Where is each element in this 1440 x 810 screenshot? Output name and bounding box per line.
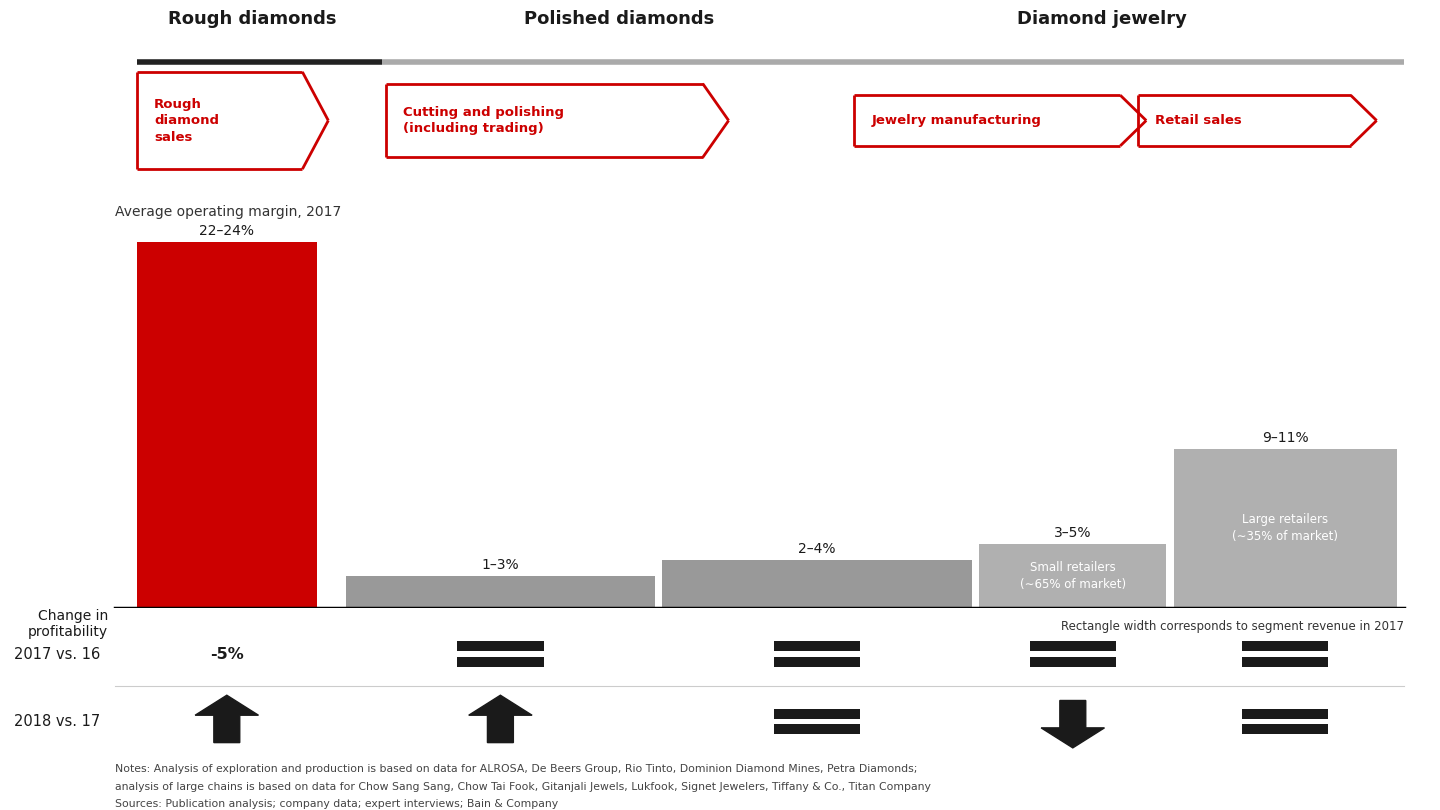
Text: Rough
diamond
sales: Rough diamond sales bbox=[154, 97, 219, 143]
Bar bbox=[1241, 709, 1328, 718]
Text: Notes: Analysis of exploration and production is based on data for ALROSA, De Be: Notes: Analysis of exploration and produ… bbox=[115, 764, 917, 774]
Text: 2017 vs. 16: 2017 vs. 16 bbox=[14, 646, 101, 662]
Text: Rectangle width corresponds to segment revenue in 2017: Rectangle width corresponds to segment r… bbox=[1061, 620, 1404, 633]
Text: 1–3%: 1–3% bbox=[481, 558, 520, 572]
Text: Rough diamonds: Rough diamonds bbox=[167, 10, 337, 28]
Text: Sources: Publication analysis; company data; expert interviews; Bain & Company: Sources: Publication analysis; company d… bbox=[115, 799, 559, 809]
Text: 2–4%: 2–4% bbox=[798, 542, 837, 556]
Text: Retail sales: Retail sales bbox=[1155, 114, 1241, 127]
Bar bbox=[775, 724, 860, 735]
Bar bbox=[1241, 724, 1328, 735]
Bar bbox=[458, 657, 544, 667]
Bar bbox=[1030, 642, 1116, 651]
Text: 2018 vs. 17: 2018 vs. 17 bbox=[14, 714, 101, 729]
Text: -5%: -5% bbox=[210, 646, 243, 662]
Text: Diamond jewelry: Diamond jewelry bbox=[1017, 10, 1187, 28]
Text: Large retailers
(∼35% of market): Large retailers (∼35% of market) bbox=[1233, 513, 1338, 543]
Text: Cutting and polishing
(including trading): Cutting and polishing (including trading… bbox=[403, 106, 564, 135]
Text: 3–5%: 3–5% bbox=[1054, 526, 1092, 540]
Text: analysis of large chains is based on data for Chow Sang Sang, Chow Tai Fook, Git: analysis of large chains is based on dat… bbox=[115, 782, 932, 791]
Bar bbox=[1174, 449, 1397, 608]
Text: 22–24%: 22–24% bbox=[199, 224, 255, 238]
Text: Average operating margin, 2017: Average operating margin, 2017 bbox=[115, 205, 341, 219]
Text: 9–11%: 9–11% bbox=[1261, 431, 1309, 445]
FancyArrow shape bbox=[196, 695, 259, 743]
Text: Small retailers
(∼65% of market): Small retailers (∼65% of market) bbox=[1020, 561, 1126, 590]
Bar bbox=[1241, 657, 1328, 667]
Bar bbox=[775, 709, 860, 718]
FancyArrow shape bbox=[1041, 701, 1104, 748]
Text: Polished diamonds: Polished diamonds bbox=[524, 10, 714, 28]
FancyArrow shape bbox=[468, 695, 533, 743]
Bar bbox=[979, 544, 1166, 608]
Text: Jewelry manufacturing: Jewelry manufacturing bbox=[871, 114, 1041, 127]
Bar bbox=[662, 560, 972, 608]
Bar bbox=[1030, 657, 1116, 667]
Bar bbox=[458, 642, 544, 651]
Bar bbox=[346, 576, 655, 608]
Bar bbox=[1241, 642, 1328, 651]
Bar bbox=[775, 642, 860, 651]
Bar bbox=[137, 242, 317, 608]
Text: Change in
profitability: Change in profitability bbox=[27, 609, 108, 639]
Bar bbox=[775, 657, 860, 667]
